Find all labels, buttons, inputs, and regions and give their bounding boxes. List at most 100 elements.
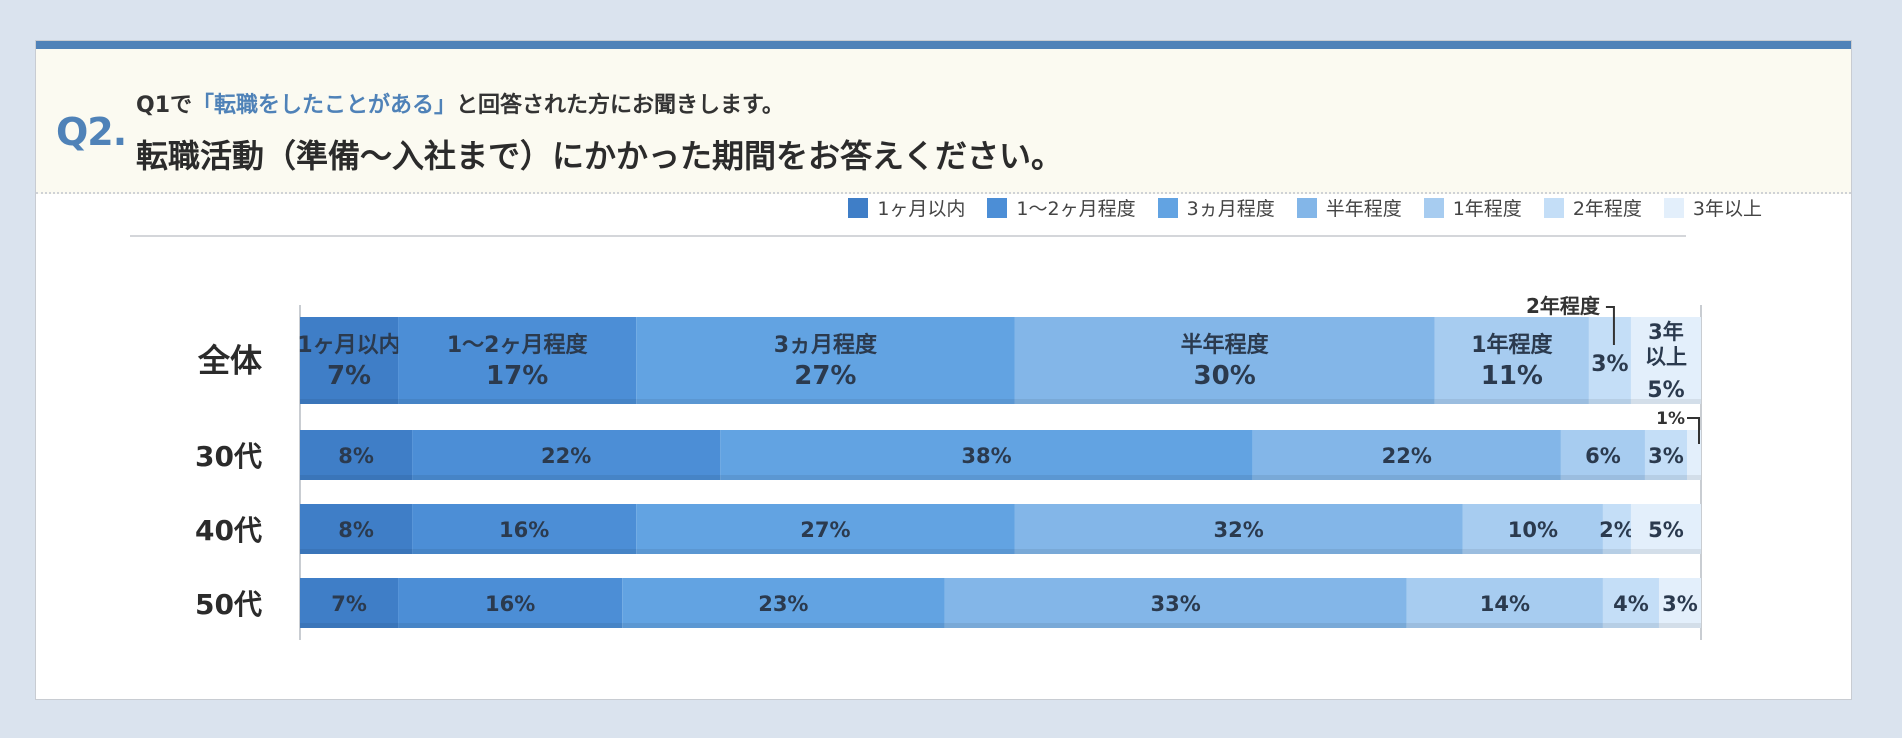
bar-segment-shade — [300, 475, 413, 480]
bar-segment-shade — [398, 399, 637, 404]
question-header: Q2. Q1で「転職をしたことがある」と回答された方にお聞きします。 転職活動（… — [36, 49, 1851, 194]
segment-value-label: 11% — [1481, 361, 1543, 391]
bar-segment-shade — [1560, 475, 1645, 480]
segment-name-label: 1〜2ヶ月程度 — [447, 332, 589, 358]
legend-label: 1ヶ月以内 — [877, 198, 966, 220]
bar-segment — [1588, 317, 1631, 404]
legend-divider — [130, 235, 1686, 237]
bar-segment-shade — [636, 549, 1015, 554]
bar-segment — [412, 430, 721, 480]
segment-value-label: 17% — [486, 361, 548, 391]
legend-swatch — [1663, 197, 1684, 218]
bar-segment — [1602, 504, 1631, 554]
bar-segment — [398, 317, 637, 404]
segment-name-label: 3ヵ月程度 — [774, 332, 878, 358]
bar-segment-shade — [1630, 549, 1701, 554]
callout-label: 2年程度 — [1526, 294, 1601, 318]
bar-segment — [300, 578, 399, 628]
bar-segment — [1462, 504, 1603, 554]
bar-segment-shade — [622, 623, 945, 628]
legend-item: 1〜2ヶ月程度 — [987, 194, 1136, 221]
question-subtitle: Q1で「転職をしたことがある」と回答された方にお聞きします。 — [136, 87, 784, 119]
bar-segment — [636, 504, 1015, 554]
bar-segment — [1434, 317, 1589, 404]
segment-value-label: 38% — [961, 444, 1011, 468]
legend-label: 2年程度 — [1572, 198, 1642, 220]
legend-item: 1ヶ月以内 — [848, 194, 965, 221]
bar-segment-shade — [1014, 549, 1463, 554]
bar-segment — [300, 430, 413, 480]
legend-item: 3ヵ月程度 — [1157, 194, 1275, 221]
bar-segment — [412, 504, 637, 554]
legend-swatch — [1296, 197, 1317, 218]
bar-segment-shade — [720, 475, 1253, 480]
legend-label: 3年以上 — [1692, 198, 1762, 220]
segment-value-label: 2% — [1599, 518, 1635, 542]
callout-line — [1605, 306, 1615, 345]
bar-segment-shade — [1630, 399, 1701, 404]
bar-segment-shade — [398, 623, 623, 628]
bar-segment-shade — [1434, 399, 1589, 404]
bar-segment-shade — [412, 549, 637, 554]
category-label: 全体 — [197, 342, 262, 380]
legend-swatch — [1157, 197, 1178, 218]
segment-value-label: 5% — [1647, 378, 1684, 403]
segment-value-label: 32% — [1214, 518, 1264, 542]
bar-segment-shade — [1686, 475, 1701, 480]
legend-swatch — [848, 197, 869, 218]
legend-item: 3年以上 — [1663, 194, 1762, 221]
bar-segment-shade — [636, 399, 1015, 404]
segment-value-label: 16% — [499, 518, 549, 542]
legend-item: 1年程度 — [1423, 194, 1522, 221]
bar-segment — [398, 578, 623, 628]
card-top-bar — [36, 41, 1851, 49]
segment-value-label: 7% — [331, 592, 367, 616]
category-label: 30代 — [195, 440, 262, 473]
legend-swatch — [1423, 197, 1444, 218]
bar-segment — [1686, 430, 1701, 480]
bar-segment — [1644, 430, 1687, 480]
bar-segment-shade — [1602, 623, 1659, 628]
chart-legend: 1ヶ月以内 1〜2ヶ月程度 3ヵ月程度 半年程度 1年程度 2年程度 3年以上 — [848, 194, 1762, 221]
segment-value-label: 16% — [485, 592, 535, 616]
bar-segment-shade — [1252, 475, 1561, 480]
bar-segment-shade — [1602, 549, 1631, 554]
legend-label: 半年程度 — [1325, 198, 1402, 220]
segment-value-label: 23% — [758, 592, 808, 616]
bar-segment — [1602, 578, 1659, 628]
bar-segment-shade — [412, 475, 721, 480]
bar-segment — [636, 317, 1015, 404]
question-sub-suffix: と回答された方にお聞きします。 — [456, 93, 784, 118]
segment-value-label: 5% — [1648, 518, 1684, 542]
segment-value-label: 10% — [1508, 518, 1558, 542]
category-label: 50代 — [195, 588, 262, 621]
bar-segment — [1014, 504, 1463, 554]
bar-segment — [1630, 504, 1701, 554]
bar-segment-shade — [1588, 399, 1631, 404]
question-sub-highlight: 「転職をしたことがある」 — [192, 93, 457, 118]
question-sub-prefix: Q1で — [136, 93, 193, 118]
segment-value-label: 6% — [1585, 444, 1621, 468]
bar-segment — [1252, 430, 1561, 480]
segment-value-label: 8% — [338, 518, 374, 542]
bar-segment — [300, 504, 413, 554]
segment-name-label: 半年程度 — [1181, 332, 1270, 358]
bar-segment — [300, 317, 399, 404]
bar-segment — [1560, 430, 1645, 480]
segment-value-label: 33% — [1150, 592, 1200, 616]
bar-segment — [944, 578, 1407, 628]
segment-value-label: 30% — [1194, 361, 1256, 391]
segment-value-label: 3% — [1591, 352, 1628, 377]
segment-value-label: 22% — [541, 444, 591, 468]
segment-value-label: 22% — [1382, 444, 1432, 468]
bar-segment-shade — [944, 623, 1407, 628]
bar-segment — [1658, 578, 1701, 628]
segment-name-label: 以上 — [1645, 345, 1687, 369]
segment-value-label: 27% — [794, 361, 856, 391]
segment-value-label: 8% — [338, 444, 374, 468]
segment-value-label: 14% — [1480, 592, 1530, 616]
callout-line — [1687, 417, 1700, 444]
legend-label: 1年程度 — [1452, 198, 1522, 220]
segment-value-label: 3% — [1662, 592, 1698, 616]
